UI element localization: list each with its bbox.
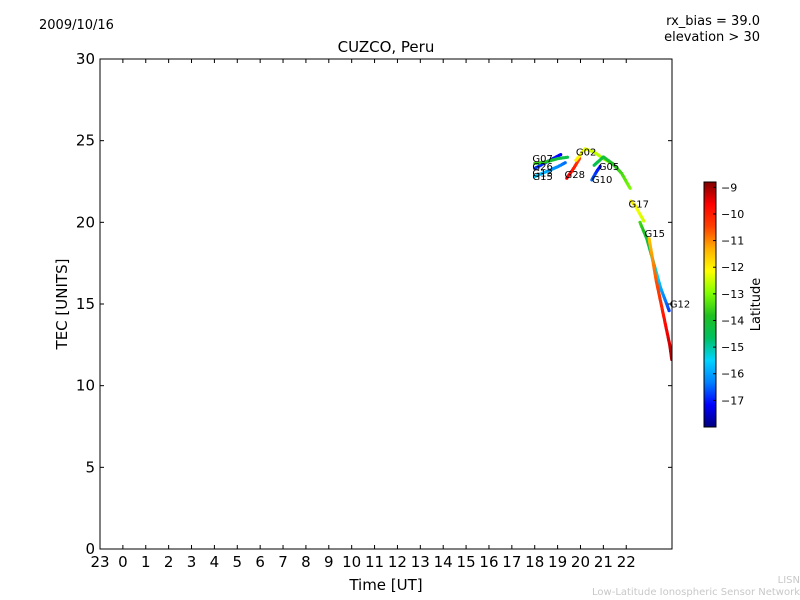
y-axis-label: TEC [UNITS]: [53, 259, 71, 351]
series-g17: [629, 199, 646, 223]
data-point: [559, 153, 563, 157]
chart-meta: rx_bias = 39.0 elevation > 30: [664, 14, 760, 46]
x-axis-label: Time [UT]: [348, 576, 422, 594]
x-tick-label: 17: [502, 553, 521, 571]
x-tick-label: 7: [278, 553, 288, 571]
x-tick-label: 4: [210, 553, 220, 571]
x-tick-label: 10: [342, 553, 361, 571]
x-tick-label: 0: [118, 553, 128, 571]
x-tick-label: 23: [90, 553, 109, 571]
x-tick-label: 12: [388, 553, 407, 571]
colorbar-tick-label: −17: [721, 394, 744, 407]
satellite-label: G02: [576, 147, 596, 158]
plot-points: [533, 147, 672, 362]
x-tick-label: 13: [411, 553, 430, 571]
colorbar-bar: [703, 181, 717, 428]
satellite-label: G26: [532, 162, 552, 173]
series-g12: [647, 237, 672, 362]
y-tick-label: 15: [76, 295, 95, 313]
satellite-label: G10: [592, 175, 612, 186]
x-tick-label: 16: [479, 553, 498, 571]
x-tick-label: 18: [525, 553, 544, 571]
colorbar-tick-label: −11: [721, 235, 744, 248]
data-point: [667, 309, 671, 313]
y-tick-label: 0: [85, 540, 95, 558]
footer-credit: LISN Low-Latitude Ionospheric Sensor Net…: [592, 575, 800, 599]
data-point: [642, 219, 646, 223]
y-tick-label: 20: [76, 213, 95, 231]
axes: 23 0 1 2 3 4 5 6 7 8 9 10 11 12 13 14 15 16 17 18 19 20 21 2205…: [53, 50, 672, 594]
x-tick-label: 2: [164, 553, 174, 571]
series-g26: [533, 155, 570, 166]
elevation-label: elevation > 30: [664, 30, 760, 45]
x-tick-label: 21: [594, 553, 613, 571]
y-tick-label: 30: [76, 50, 95, 68]
colorbar-tick-label: −12: [721, 261, 744, 274]
data-point: [565, 155, 570, 159]
x-tick-label: 3: [187, 553, 197, 571]
series-g10: [590, 164, 602, 182]
data-point: [563, 161, 567, 165]
series-g05: [592, 155, 632, 190]
x-tick-label: 15: [457, 553, 476, 571]
x-tick-label: 5: [233, 553, 243, 571]
colorbar-tick-label: −14: [721, 314, 744, 327]
data-point: [598, 164, 602, 169]
chart-title: CUZCO, Peru: [337, 38, 435, 56]
colorbar: −9 −10 −11 −12 −13 −14 −15 −16 −17 Latitude: [703, 181, 764, 428]
satellite-label: G15: [645, 229, 665, 240]
x-tick-label: 20: [571, 553, 590, 571]
x-tick-label: 11: [365, 553, 384, 571]
satellite-label: G28: [564, 170, 584, 181]
colorbar-tick-label: −13: [721, 288, 744, 301]
x-tick-label: 19: [548, 553, 567, 571]
series-g13: [533, 161, 567, 179]
rx-bias-label: rx_bias = 39.0: [666, 14, 760, 29]
x-tick-label: 9: [324, 553, 334, 571]
plot-frame: [99, 58, 673, 550]
satellite-label: G07: [532, 154, 552, 165]
satellite-label: G13: [532, 169, 552, 180]
satellite-label: G05: [599, 162, 619, 173]
colorbar-tick-label: −15: [721, 341, 744, 354]
x-tick-label: 8: [301, 553, 311, 571]
y-tick-label: 10: [76, 377, 95, 395]
colorbar-label: Latitude: [749, 278, 764, 332]
satellite-label: G15: [532, 172, 552, 183]
x-tick-label: 14: [434, 553, 453, 571]
x-tick-label: 22: [617, 553, 636, 571]
series-g28: [565, 156, 582, 180]
colorbar-tick-label: −9: [721, 181, 737, 194]
y-tick-label: 5: [85, 458, 95, 476]
footer-line1: LISN: [777, 575, 800, 586]
satellite-label: G17: [629, 200, 649, 211]
x-tick-label: 6: [255, 553, 265, 571]
satellite-label: G12: [670, 299, 690, 310]
colorbar-tick-label: −16: [721, 368, 744, 381]
footer-line2: Low-Latitude Ionospheric Sensor Network: [592, 587, 800, 598]
data-point: [628, 186, 632, 190]
y-tick-label: 25: [76, 132, 95, 150]
date-label: 2009/10/16: [39, 18, 114, 33]
x-tick-label: 1: [141, 553, 151, 571]
colorbar-tick-label: −10: [721, 208, 744, 221]
